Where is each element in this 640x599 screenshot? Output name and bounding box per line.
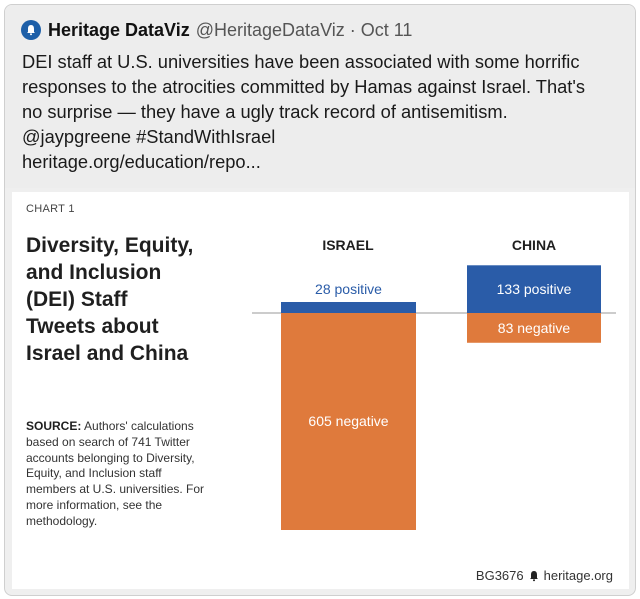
source-line: methodology. (26, 513, 98, 528)
chart-title: Diversity, Equity, and Inclusion (DEI) S… (26, 232, 236, 367)
tweet-text-line: DEI staff at U.S. universities have been… (22, 51, 580, 72)
chart-title-line: and Inclusion (26, 261, 162, 284)
chart-label: CHART 1 (26, 203, 75, 215)
footer-code: BG3676 (475, 568, 524, 583)
tweet-link[interactable]: heritage.org/education/repo... (22, 151, 261, 172)
author-handle[interactable]: @HeritageDataViz (195, 19, 345, 40)
source-line: accounts belonging to Diversity, (26, 450, 195, 465)
source-line: more information, see the (26, 497, 163, 512)
source-line: Authors' calculations (81, 419, 194, 433)
tweet-text: DEI staff at U.S. universities have been… (22, 49, 622, 174)
data-label-positive-israel: 28 positive (315, 281, 382, 297)
mention-hashtag-line[interactable]: @jaypgreene #StandWithIsrael (22, 126, 276, 147)
source-line: based on search of 741 Twitter (26, 434, 190, 449)
author-name[interactable]: Heritage DataViz (48, 19, 190, 40)
separator: · (349, 19, 356, 40)
bell-icon (529, 570, 538, 581)
data-label-negative-israel: 605 negative (308, 413, 388, 429)
bar-positive-israel (281, 302, 416, 313)
bar-negative-israel (281, 313, 416, 530)
chart-title-line: Tweets about (26, 315, 159, 338)
category-label-israel: ISRAEL (322, 237, 374, 253)
chart-image[interactable]: CHART 1 Diversity, Equity, and Inclusion… (12, 192, 629, 589)
tweet-date[interactable]: Oct 11 (360, 19, 413, 40)
source-label: SOURCE: (26, 419, 82, 433)
category-label-china: CHINA (511, 237, 557, 253)
source-line: Equity, and Inclusion staff (26, 466, 162, 481)
data-label-positive-china: 133 positive (497, 281, 572, 297)
tweet-header: Heritage DataViz @HeritageDataViz · Oct … (21, 19, 412, 41)
bar-negative-china (467, 313, 601, 343)
chart-source: SOURCE: Authors' calculations based on s… (26, 419, 231, 530)
data-label-negative-china: 83 negative (498, 320, 571, 336)
bell-icon (27, 25, 35, 36)
footer-site[interactable]: heritage.org (543, 568, 613, 583)
source-line: members at U.S. universities. For (26, 482, 205, 497)
chart-footer: BG3676 heritage.org (476, 568, 613, 583)
bar-positive-china (467, 265, 601, 313)
chart-title-line: (DEI) Staff (26, 288, 128, 311)
chart-title-line: Diversity, Equity, (26, 234, 194, 257)
chart-title-line: Israel and China (26, 342, 189, 365)
tweet-text-line: responses to the atrocities committed by… (22, 76, 586, 97)
bar-chart: 28 positive 605 negative 133 positive 83 ne… (252, 265, 616, 530)
tweet-body: Heritage DataViz @HeritageDataViz · Oct … (5, 5, 635, 188)
tweet-card[interactable]: Heritage DataViz @HeritageDataViz · Oct … (4, 4, 636, 596)
avatar[interactable] (21, 20, 41, 40)
tweet-text-line: no surprise — they have a ugly track rec… (22, 101, 508, 122)
